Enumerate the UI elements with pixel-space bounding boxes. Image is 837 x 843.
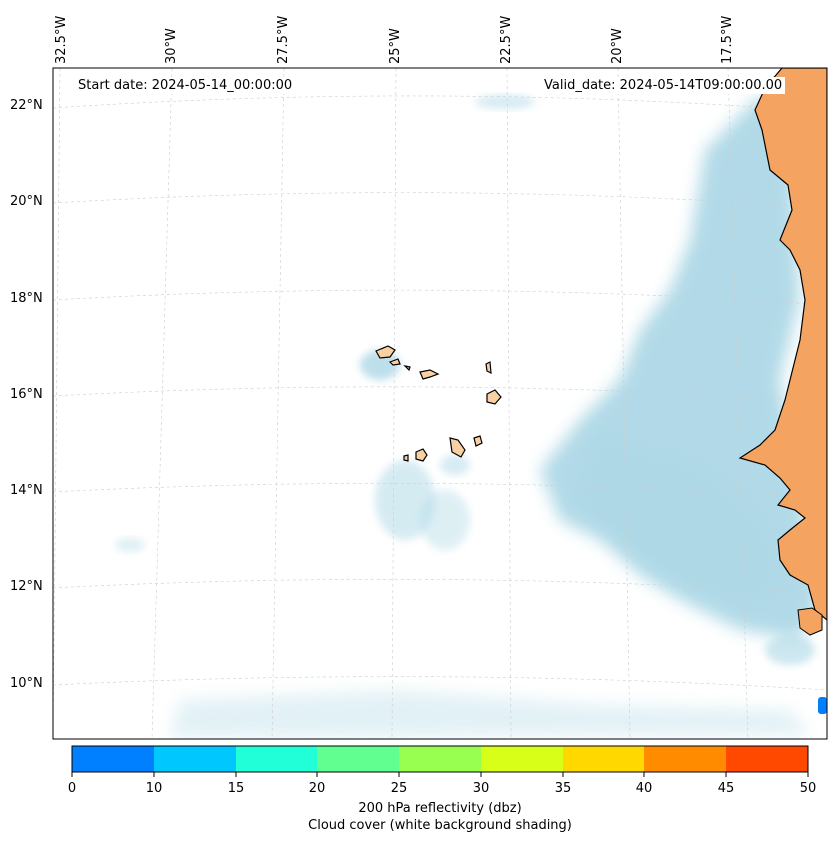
colorbar-tick-label: 25 — [390, 781, 408, 796]
cloud-cover-west-band — [580, 440, 780, 600]
parallel-gridline — [53, 192, 827, 209]
colorbar-tick-label: 10 — [145, 781, 163, 796]
cloud-cover-layer — [115, 95, 820, 738]
latitude-label: 20°N — [10, 194, 43, 209]
parallel-gridline — [53, 676, 827, 691]
latitude-label: 22°N — [10, 98, 43, 113]
longitude-label: 22.5°W — [499, 15, 514, 64]
longitude-label: 20°W — [610, 28, 625, 64]
parallel-gridline — [53, 483, 827, 499]
colorbar-sublabel: Cloud cover (white background shading) — [308, 818, 572, 833]
island-sal — [485, 361, 492, 375]
colorbar-segment — [481, 746, 563, 772]
parallel-gridline — [53, 386, 827, 403]
meridian-gridline — [391, 68, 397, 739]
longitude-label: 25°W — [388, 28, 403, 64]
graticule — [53, 68, 827, 739]
meridian-gridline — [53, 68, 61, 739]
start-date-label: Start date: 2024-05-14_00:00:00 — [75, 77, 296, 94]
cloud-near-islands — [420, 490, 470, 550]
colorbar-tick-label: 35 — [554, 781, 572, 796]
latitude-label: 14°N — [10, 483, 43, 498]
cloud-southeast-patch — [765, 635, 815, 665]
longitude-label: 30°W — [164, 28, 179, 64]
colorbar-tick-label: 50 — [799, 781, 817, 796]
island-fogo — [415, 448, 428, 462]
island-brava — [403, 454, 409, 462]
parallel-gridline — [53, 579, 827, 595]
latitude-label: 18°N — [10, 291, 43, 306]
african-coast-landmass — [738, 68, 827, 621]
island-sao-nicolau — [419, 369, 440, 380]
colorbar-frame — [71, 745, 809, 773]
colorbar-label: 200 hPa reflectivity (dbz) — [358, 801, 522, 816]
colorbar-segment — [726, 746, 808, 772]
latitude-label: 12°N — [10, 579, 43, 594]
island-santa-luzia — [403, 365, 411, 372]
longitude-label: 32.5°W — [54, 15, 69, 64]
island-santiago — [449, 437, 466, 458]
meridian-gridline — [151, 68, 173, 739]
cloud-near-islands — [440, 455, 470, 475]
colorbar — [71, 745, 809, 777]
island-maio — [473, 435, 483, 447]
cape-verde-islands — [375, 345, 502, 462]
colorbar-tick-marks — [71, 772, 809, 777]
cloud-cover-south-band — [170, 690, 810, 738]
colorbar-segment — [236, 746, 317, 772]
reflectivity-echo — [818, 697, 827, 714]
meridian-gridline — [617, 68, 631, 739]
latitude-label: 10°N — [10, 676, 43, 691]
island-santo-antao — [375, 345, 396, 359]
colorbar-segment — [154, 746, 236, 772]
cloud-north-patch — [475, 95, 535, 109]
parallel-gridline — [53, 95, 827, 113]
meridian-gridline — [271, 68, 285, 739]
colorbar-tick-label: 20 — [308, 781, 326, 796]
cloud-west-patch — [115, 538, 145, 552]
colorbar-tick-label: 0 — [67, 781, 77, 796]
longitude-label: 17.5°W — [720, 15, 735, 64]
latitude-label: 16°N — [10, 387, 43, 402]
parallel-gridline — [53, 289, 827, 306]
colorbar-tick-label: 40 — [635, 781, 653, 796]
colorbar-segment — [317, 746, 399, 772]
colorbar-tick-label: 15 — [227, 781, 245, 796]
colorbar-segment — [563, 746, 644, 772]
colorbar-tick-label: 45 — [717, 781, 735, 796]
colorbar-segment — [644, 746, 726, 772]
colorbar-segment — [72, 746, 154, 772]
valid-date-label: Valid_date: 2024-05-14T09:00:00.00 — [541, 77, 786, 94]
bissagos-islands — [797, 607, 823, 636]
meridian-gridline — [506, 68, 512, 739]
meridian-gridline — [727, 68, 749, 739]
colorbar-segment — [399, 746, 481, 772]
island-boa-vista — [486, 389, 502, 405]
longitude-label: 27.5°W — [276, 15, 291, 64]
colorbar-tick-label: 30 — [472, 781, 490, 796]
island-sao-vicente — [388, 358, 401, 366]
map-frame — [52, 67, 828, 740]
